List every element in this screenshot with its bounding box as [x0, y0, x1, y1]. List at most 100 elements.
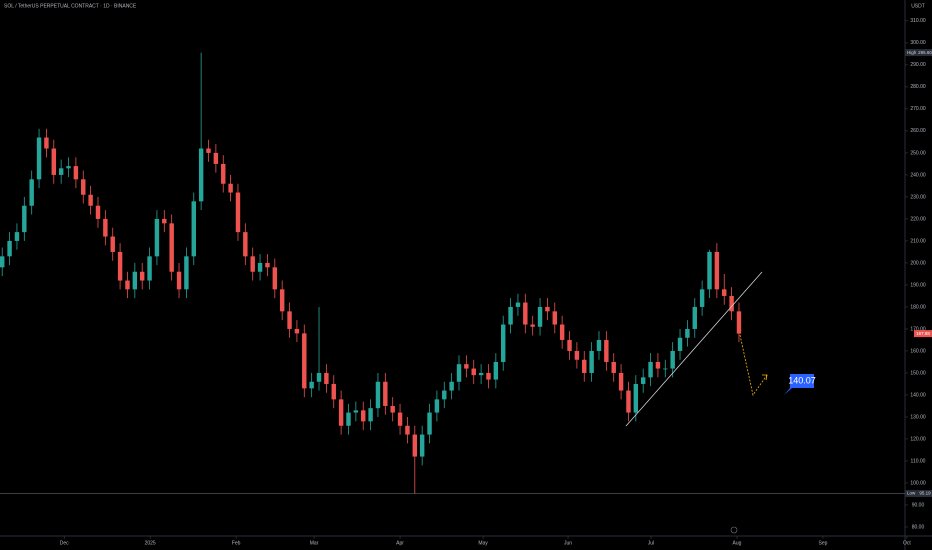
candle-body	[331, 383, 336, 400]
candle-body	[626, 390, 631, 413]
y-tick-label: 280.00	[910, 84, 926, 90]
candle-body	[655, 361, 661, 369]
x-tick-label: Apr	[396, 540, 404, 546]
candle-body	[368, 408, 373, 422]
candle-body	[353, 410, 359, 413]
trend-line	[625, 271, 763, 427]
candle-body	[103, 218, 108, 237]
x-tick-label: 2025	[145, 540, 156, 546]
y-tick-label: 250.00	[910, 150, 926, 156]
marker-name: High	[907, 50, 917, 55]
candle-body	[405, 425, 410, 435]
projection-arrow	[739, 334, 768, 396]
candle-body	[397, 412, 403, 426]
candle-body	[736, 311, 742, 334]
candle-body	[294, 328, 300, 334]
candle-body	[677, 337, 683, 351]
candle-body	[611, 361, 616, 373]
candle-body	[589, 350, 594, 373]
candle-body	[139, 271, 145, 281]
candle-body	[478, 372, 484, 376]
candle-body	[692, 306, 697, 329]
candle-body	[272, 267, 278, 290]
candle-body	[552, 311, 557, 325]
candle-body	[537, 306, 543, 327]
candle-body	[22, 205, 27, 233]
x-tick-label: May	[478, 540, 488, 546]
candle-body	[515, 302, 521, 307]
x-tick-label: Mar	[310, 540, 319, 546]
candle-body	[0, 256, 5, 268]
candle-body	[640, 377, 646, 384]
candle-body	[198, 148, 204, 202]
y-tick-label: 160.00	[910, 348, 926, 354]
event-icon	[730, 526, 738, 534]
candle-body	[419, 434, 425, 457]
candle-body	[582, 359, 587, 373]
x-tick-label: Sep	[819, 540, 828, 546]
marker-name: Low	[907, 491, 916, 496]
y-tick-label: 290.00	[910, 62, 926, 68]
currency-label: USDT	[911, 3, 925, 9]
candle-body	[530, 324, 535, 327]
candle-body	[427, 412, 432, 435]
y-tick-label: 310.00	[910, 18, 926, 24]
candle-body	[685, 328, 690, 338]
candle-body	[567, 339, 572, 351]
candle-body	[633, 383, 639, 413]
candle-body	[265, 262, 270, 268]
y-tick-label: 200.00	[910, 260, 926, 266]
x-tick-label: Dec	[60, 540, 69, 546]
candle-body	[699, 289, 705, 307]
candle-body	[383, 381, 388, 406]
candle-body	[729, 295, 734, 312]
candle-body	[88, 194, 93, 206]
candle-body	[81, 179, 86, 195]
candle-body	[206, 148, 211, 153]
candle-body	[316, 372, 322, 382]
candle-body	[287, 311, 292, 329]
candle-body	[707, 251, 712, 290]
candle-body	[51, 148, 56, 175]
candle-body	[663, 368, 668, 370]
y-tick-label: 300.00	[910, 40, 926, 46]
candle-body	[66, 166, 71, 169]
x-tick-label: Jul	[648, 540, 654, 546]
candle-body	[523, 302, 528, 325]
candle-body	[228, 183, 233, 193]
candle-body	[648, 361, 653, 378]
y-tick-label: 190.00	[910, 282, 926, 288]
candle-body	[279, 289, 285, 312]
y-tick-label: 240.00	[910, 172, 926, 178]
y-tick-label: 220.00	[910, 216, 926, 222]
candle-body	[574, 350, 580, 360]
candle-body	[132, 271, 138, 290]
candle-body	[390, 405, 395, 413]
y-tick-label: 270.00	[910, 106, 926, 112]
y-tick-label: 180.00	[910, 304, 926, 310]
candle-body	[7, 240, 12, 257]
candle-body	[125, 280, 130, 290]
candle-body	[456, 364, 462, 382]
candle-body	[73, 166, 79, 180]
candle-body	[257, 262, 263, 272]
candle-body	[250, 256, 255, 272]
y-tick-label: 120.00	[910, 436, 926, 442]
candle-body	[714, 251, 720, 290]
candle-body	[324, 372, 329, 384]
x-tick-label: Oct	[903, 540, 911, 546]
candle-body	[412, 434, 418, 457]
candle-body	[486, 372, 491, 380]
y-tick-label: 260.00	[910, 128, 926, 134]
candle-body	[176, 271, 182, 290]
chart-title: SOL / TetherUS PERPETUAL CONTRACT · 1D ·…	[4, 3, 137, 9]
candle-body	[110, 236, 115, 252]
candle-body	[235, 192, 241, 233]
candle-body	[302, 333, 307, 389]
candle-body	[596, 339, 602, 351]
candle-body	[184, 256, 189, 290]
candle-body	[117, 251, 123, 281]
candle-body	[221, 163, 226, 184]
candle-body	[722, 289, 727, 296]
